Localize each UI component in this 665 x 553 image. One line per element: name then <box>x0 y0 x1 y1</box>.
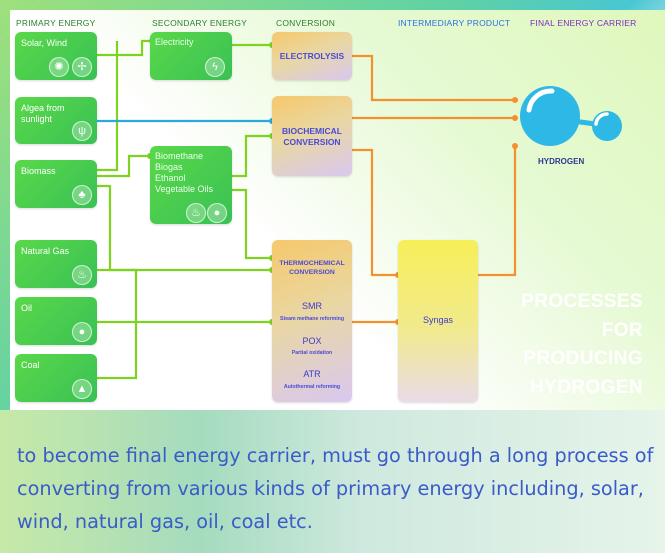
hydrogen-molecule-icon <box>520 86 622 146</box>
header-intermediary-product: INTERMEDIARY PRODUCT <box>398 18 511 28</box>
primary-coal-label: Coal <box>21 360 40 370</box>
pox-label: POX <box>302 336 322 346</box>
conversion-thermochemical-line1: THERMOCHEMICAL <box>279 260 345 267</box>
orange-connectors <box>352 54 517 324</box>
line-biofuels-thermochemical <box>232 188 272 260</box>
flame-icon: ♨ <box>186 203 206 223</box>
dot <box>512 143 518 149</box>
secondary-electricity-box: Electricity ϟ <box>150 32 232 80</box>
primary-biomass-box: Biomass ♣ <box>15 160 97 208</box>
smr-description: Steam methane reforming <box>280 316 344 322</box>
title-line2: FOR <box>601 319 643 341</box>
line-biomass-electricity <box>97 41 119 172</box>
line-biomass-biofuels <box>97 154 150 178</box>
primary-algea-label-line2: sunlight <box>21 114 53 124</box>
header-secondary-energy: SECONDARY ENERGY <box>152 18 247 28</box>
line-solar-electricity <box>97 39 152 57</box>
header-conversion: CONVERSION <box>276 18 336 28</box>
conversion-biochemical-line2: CONVERSION <box>283 137 341 147</box>
secondary-biofuels-label: Biomethane Biogas Ethanol Vegetable Oils <box>155 151 213 195</box>
line-biomass-thermochemical <box>97 184 272 272</box>
flame-icon: ♨ <box>72 265 92 285</box>
caption-line3: wind, natural gas, oil, coal etc. <box>17 510 313 533</box>
primary-natural-gas-label: Natural Gas <box>21 246 70 256</box>
primary-oil-box: Oil ● <box>15 297 97 345</box>
secondary-vegetable-oils-label: Vegetable Oils <box>155 184 214 194</box>
secondary-electricity-label: Electricity <box>155 37 194 47</box>
line-electrolysis-hydrogen <box>352 54 515 102</box>
conversion-thermochemical-label: THERMOCHEMICAL CONVERSION <box>272 259 352 277</box>
dot <box>512 97 518 103</box>
caption-text: to become final energy carrier, must go … <box>17 439 657 538</box>
primary-algea-label-line1: Algea from <box>21 103 65 113</box>
primary-natural-gas-box: Natural Gas ♨ <box>15 240 97 288</box>
title-line4: HYDROGEN <box>530 376 643 398</box>
conversion-thermochemical-box: THERMOCHEMICAL CONVERSION SMR Steam metha… <box>272 240 352 402</box>
primary-coal-box: Coal ▲ <box>15 354 97 402</box>
leaf-icon: ♣ <box>72 185 92 205</box>
primary-solar-wind-box: Solar, Wind ✺ ✢ <box>15 32 97 80</box>
secondary-biofuels-box: Biomethane Biogas Ethanol Vegetable Oils ♨ … <box>150 146 232 224</box>
line-biochemical-syngas <box>352 148 398 277</box>
secondary-biomethane-label: Biomethane <box>155 151 204 161</box>
drop-icon: ● <box>207 203 227 223</box>
dot <box>512 115 518 121</box>
conversion-electrolysis-label: ELECTROLYSIS <box>279 51 345 61</box>
conversion-biochemical-box: BIOCHEMICAL CONVERSION <box>272 96 352 176</box>
line-biofuels-biochemical <box>232 134 272 178</box>
primary-biomass-label: Biomass <box>21 166 56 176</box>
secondary-ethanol-label: Ethanol <box>155 173 186 183</box>
hydrogen-label: HYDROGEN <box>538 157 585 166</box>
title-line3: PRODUCING <box>523 348 643 369</box>
primary-algea-label: Algea from sunlight <box>21 103 65 125</box>
primary-solar-wind-label: Solar, Wind <box>21 38 68 48</box>
green-connectors <box>97 39 272 380</box>
atr-label: ATR <box>303 369 321 379</box>
syngas-label: Syngas <box>422 315 454 325</box>
conversion-biochemical-line1: BIOCHEMICAL <box>282 126 342 136</box>
header-final-energy-carrier: FINAL ENERGY CARRIER <box>530 18 637 28</box>
title-line1: PROCESSES <box>521 291 643 312</box>
line-natgas-trunk <box>97 268 138 322</box>
primary-oil-label: Oil <box>21 303 32 313</box>
plant-icon: ψ <box>72 121 92 141</box>
drop-icon: ● <box>72 322 92 342</box>
smr-label: SMR <box>302 301 322 311</box>
atr-description: Autothermal reforming <box>283 384 341 390</box>
conversion-biochemical-label: BIOCHEMICAL CONVERSION <box>272 126 352 148</box>
charging-icon: ϟ <box>205 57 225 77</box>
line-syngas-hydrogen <box>478 146 517 277</box>
line-coal-trunk <box>97 322 138 380</box>
header-primary-energy: PRIMARY ENERGY <box>16 18 96 28</box>
primary-algea-box: Algea from sunlight ψ <box>15 97 97 144</box>
secondary-biogas-label: Biogas <box>155 162 183 172</box>
caption-line1: to become final energy carrier, must go … <box>17 444 654 467</box>
caption-background <box>0 410 665 553</box>
diagram-title: PROCESSES FOR PRODUCING HYDROGEN <box>521 288 643 402</box>
caption-line2: converting from various kinds of primary… <box>17 477 644 500</box>
intermediary-syngas-box: Syngas <box>398 240 478 402</box>
conversion-electrolysis-box: ELECTROLYSIS <box>272 32 352 80</box>
pox-description: Partial oxidation <box>291 350 333 356</box>
conversion-thermochemical-line2: CONVERSION <box>289 269 335 276</box>
wind-icon: ✢ <box>72 57 92 77</box>
sun-icon: ✺ <box>49 57 69 77</box>
coal-icon: ▲ <box>72 379 92 399</box>
